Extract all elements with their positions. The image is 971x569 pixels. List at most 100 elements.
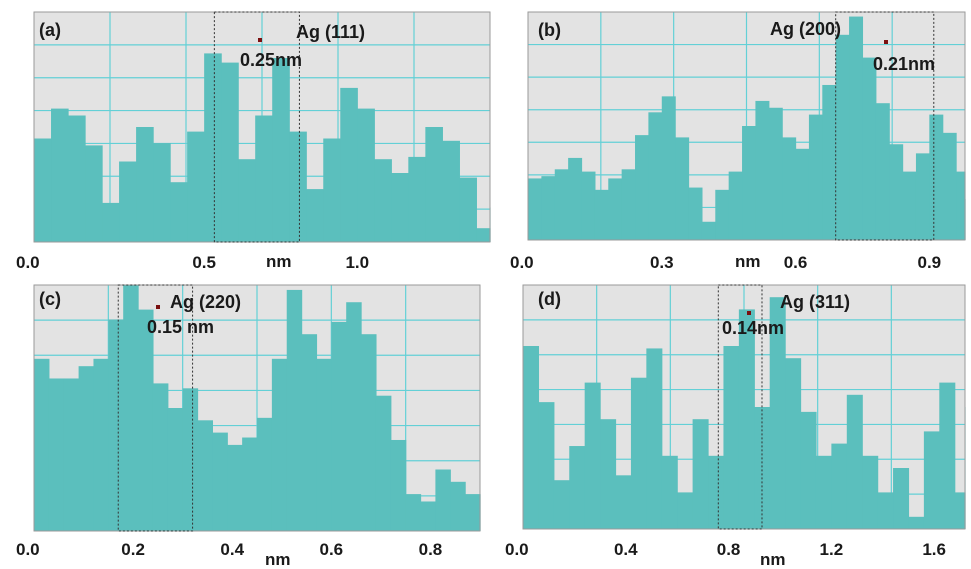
plot-frame	[527, 11, 966, 241]
x-tick-label: 0.0	[505, 540, 529, 559]
profile-bar	[85, 145, 103, 242]
profile-bar	[738, 309, 755, 529]
x-tick-label: 1.0	[345, 253, 369, 272]
profile-bar	[523, 346, 540, 529]
profile-bar	[272, 58, 290, 242]
x-tick-label: 0.4	[220, 540, 244, 559]
d-spacing-marker	[717, 284, 763, 530]
profile-bar	[554, 169, 569, 240]
profile-bar	[528, 178, 542, 240]
profile-bar	[768, 107, 783, 240]
profile-bar	[221, 62, 239, 242]
profile-bar	[408, 156, 426, 242]
profile-bar	[152, 383, 169, 531]
profile-bar	[435, 469, 451, 531]
profile-bar	[800, 411, 817, 529]
profile-bar	[286, 289, 303, 531]
profile-bar	[594, 189, 609, 240]
profile-bar	[815, 455, 832, 529]
profile-bar	[831, 443, 848, 529]
profile-bar	[915, 153, 930, 240]
profile-bar	[723, 346, 740, 529]
profile-bar	[316, 358, 332, 531]
profile-bar	[688, 187, 703, 240]
d-spacing-marker	[213, 11, 300, 243]
x-tick-label: 1.6	[922, 540, 946, 559]
profile-bar	[908, 516, 925, 529]
profile-bar	[939, 382, 956, 529]
profile-bar	[661, 455, 678, 529]
profile-bar	[357, 108, 375, 242]
panel-label: (b)	[538, 20, 561, 40]
profile-bar	[136, 127, 154, 242]
x-tick-label: 1.2	[820, 540, 844, 559]
d-spacing-marker	[835, 11, 935, 241]
profile-bar	[708, 455, 725, 529]
panel-label: (d)	[538, 289, 561, 309]
profile-bar	[78, 366, 95, 531]
profile-bar	[889, 144, 904, 240]
profile-series	[528, 16, 966, 241]
profile-bar	[701, 221, 716, 240]
profile-bar	[255, 115, 273, 242]
profile-bar	[167, 408, 184, 531]
profile-bar	[553, 480, 570, 529]
profile-bar	[646, 348, 663, 529]
profile-bar	[476, 228, 491, 242]
profile-bar	[569, 446, 586, 529]
d-spacing-label: 0.21nm	[873, 54, 935, 74]
profile-bar	[425, 127, 443, 242]
profile-bar	[875, 103, 890, 240]
profile-bar	[34, 358, 50, 531]
x-tick-label: 0.4	[614, 540, 638, 559]
profile-bar	[849, 16, 864, 241]
profile-bar	[877, 492, 894, 529]
profile-bar	[68, 115, 86, 242]
profile-bar	[450, 481, 466, 531]
panel-c: 0.0 0.2 0.4 0.6 0.8 nm (c) Ag (220) 0.15 nm	[16, 284, 481, 569]
profile-bar	[782, 137, 797, 240]
d-spacing-label: 0.14nm	[722, 318, 784, 338]
x-tick-label: 0.8	[419, 540, 443, 559]
profile-bar	[238, 159, 256, 242]
profile-bar	[862, 455, 879, 529]
reflection-label: Ag (111)	[296, 22, 365, 42]
profile-bar	[608, 178, 623, 240]
panel-label: (c)	[39, 289, 61, 309]
profile-bar	[808, 114, 823, 240]
profile-bar	[648, 112, 663, 240]
profile-bar	[465, 494, 481, 531]
panel-b: 0.0 0.3 0.6 0.9 nm (b) Ag (200) 0.21nm	[510, 11, 966, 272]
profile-bar	[63, 378, 80, 531]
d-spacing-label: 0.25nm	[240, 50, 302, 70]
x-axis-label: nm	[265, 550, 291, 569]
profile-bar	[51, 108, 69, 242]
profile-bar	[630, 377, 647, 529]
x-axis-label: nm	[266, 252, 292, 271]
profile-bar	[621, 169, 636, 240]
x-tick-label: 0.6	[320, 540, 344, 559]
profile-bar	[954, 492, 966, 529]
profile-bar	[600, 419, 617, 529]
profile-bar	[893, 468, 910, 529]
profile-bar	[675, 137, 690, 240]
profile-bar	[108, 319, 124, 531]
x-tick-label: 0.0	[16, 253, 40, 272]
profile-bar	[541, 176, 556, 240]
x-tick-label: 0.0	[510, 253, 534, 272]
profile-bar	[361, 334, 377, 531]
profile-bar	[677, 492, 694, 529]
profile-bar	[170, 182, 188, 242]
profile-bar	[769, 297, 786, 529]
profile-bar	[346, 302, 362, 531]
profile-bar	[340, 87, 358, 243]
profile-bar	[568, 157, 583, 240]
annotation-dot	[156, 305, 160, 309]
profile-bar	[942, 132, 957, 240]
profile-bar	[615, 475, 632, 529]
profile-bar	[153, 143, 171, 242]
profile-bar	[323, 138, 341, 242]
profile-bar	[48, 378, 65, 531]
profile-series	[34, 53, 491, 243]
profile-bar	[635, 135, 649, 240]
